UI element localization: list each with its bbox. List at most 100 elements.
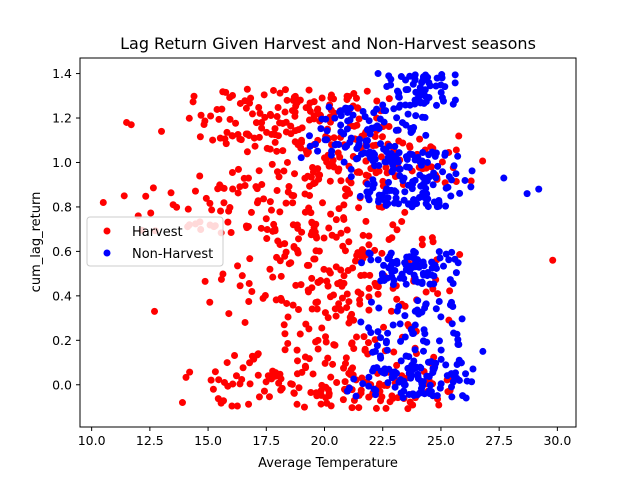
non-harvest-point xyxy=(371,347,379,355)
harvest-point xyxy=(258,124,266,132)
harvest-point xyxy=(341,360,349,368)
harvest-point xyxy=(345,369,353,377)
non-harvest-point xyxy=(441,83,449,91)
harvest-point xyxy=(276,257,284,265)
harvest-point xyxy=(438,158,446,166)
harvest-point xyxy=(393,295,401,303)
x-tick-label: 20.0 xyxy=(311,433,339,448)
non-harvest-point xyxy=(384,329,392,337)
non-harvest-point xyxy=(419,378,427,386)
non-harvest-point xyxy=(367,126,375,134)
harvest-point xyxy=(169,201,177,209)
non-harvest-point xyxy=(377,140,385,148)
x-axis: 10.0 12.5 15.0 17.5 20.0 22.5 25.0 27.5 30.0 xyxy=(78,427,571,448)
x-tick-label: 22.5 xyxy=(369,433,397,448)
x-tick-label: 17.5 xyxy=(252,433,280,448)
harvest-point xyxy=(228,402,236,410)
non-harvest-point xyxy=(426,280,434,288)
harvest-point xyxy=(245,279,253,287)
harvest-point xyxy=(330,134,338,142)
non-harvest-point xyxy=(422,131,430,139)
non-harvest-point xyxy=(411,261,419,269)
non-harvest-point xyxy=(381,158,389,166)
harvest-point xyxy=(293,400,301,408)
non-harvest-point xyxy=(393,155,401,163)
harvest-point xyxy=(127,121,135,129)
harvest-point xyxy=(262,215,270,223)
non-harvest-point xyxy=(467,183,475,191)
non-harvest-point xyxy=(428,271,436,279)
legend-marker-harvest xyxy=(103,227,111,235)
harvest-point xyxy=(220,199,228,207)
non-harvest-point xyxy=(384,194,392,202)
harvest-point xyxy=(225,310,233,318)
harvest-point xyxy=(353,168,361,176)
non-harvest-point xyxy=(423,158,431,166)
non-harvest-point xyxy=(400,381,408,389)
non-harvest-point xyxy=(415,310,423,318)
harvest-point xyxy=(283,96,291,104)
non-harvest-point xyxy=(442,361,450,369)
non-harvest-point xyxy=(373,105,381,113)
harvest-point xyxy=(276,241,284,249)
non-harvest-point xyxy=(403,163,411,171)
harvest-point xyxy=(382,164,390,172)
harvest-point xyxy=(282,118,290,126)
harvest-point xyxy=(313,305,321,313)
x-tick-label: 30.0 xyxy=(543,433,571,448)
non-harvest-point xyxy=(411,76,419,84)
harvest-point xyxy=(365,293,373,301)
harvest-point xyxy=(285,183,293,191)
harvest-point xyxy=(324,354,332,362)
non-harvest-point xyxy=(378,191,386,199)
harvest-point xyxy=(310,224,318,232)
harvest-point xyxy=(274,104,282,112)
harvest-point xyxy=(281,108,289,116)
harvest-point xyxy=(217,275,225,283)
harvest-point xyxy=(378,249,386,257)
harvest-point xyxy=(189,98,197,106)
non-harvest-point xyxy=(397,389,405,397)
non-harvest-point xyxy=(404,200,412,208)
harvest-point xyxy=(339,396,347,404)
harvest-point xyxy=(332,312,340,320)
harvest-point xyxy=(379,177,387,185)
harvest-point xyxy=(260,91,268,99)
harvest-point xyxy=(185,114,193,122)
harvest-point xyxy=(305,86,313,94)
non-harvest-point xyxy=(352,392,360,400)
y-tick-label: 0.4 xyxy=(52,288,72,303)
harvest-point xyxy=(355,115,363,123)
harvest-point xyxy=(371,336,379,344)
x-tick-label: 15.0 xyxy=(194,433,222,448)
y-tick-label: 0.8 xyxy=(52,199,72,214)
non-harvest-point xyxy=(433,74,441,82)
harvest-point xyxy=(418,241,426,249)
non-harvest-point xyxy=(447,192,455,200)
non-harvest-point xyxy=(327,151,335,159)
harvest-point xyxy=(327,373,335,381)
harvest-point xyxy=(289,301,297,309)
harvest-point xyxy=(345,93,353,101)
non-harvest-point xyxy=(381,369,389,377)
non-harvest-point xyxy=(432,174,440,182)
non-harvest-point xyxy=(410,247,418,255)
harvest-point xyxy=(293,346,301,354)
non-harvest-point xyxy=(397,337,405,345)
harvest-point xyxy=(149,184,157,192)
harvest-point xyxy=(340,214,348,222)
harvest-point xyxy=(334,149,342,157)
harvest-point xyxy=(309,370,317,378)
non-harvest-point xyxy=(389,281,397,288)
harvest-point xyxy=(331,305,339,313)
harvest-point xyxy=(298,124,306,132)
harvest-point xyxy=(278,384,286,392)
non-harvest-point xyxy=(410,124,418,132)
harvest-point xyxy=(223,359,231,367)
harvest-point xyxy=(281,86,289,94)
y-tick-label: 1.0 xyxy=(52,155,72,170)
non-harvest-point xyxy=(523,190,531,198)
non-harvest-point xyxy=(390,105,398,113)
y-tick-label: 0.0 xyxy=(52,377,72,392)
non-harvest-point xyxy=(343,142,351,150)
